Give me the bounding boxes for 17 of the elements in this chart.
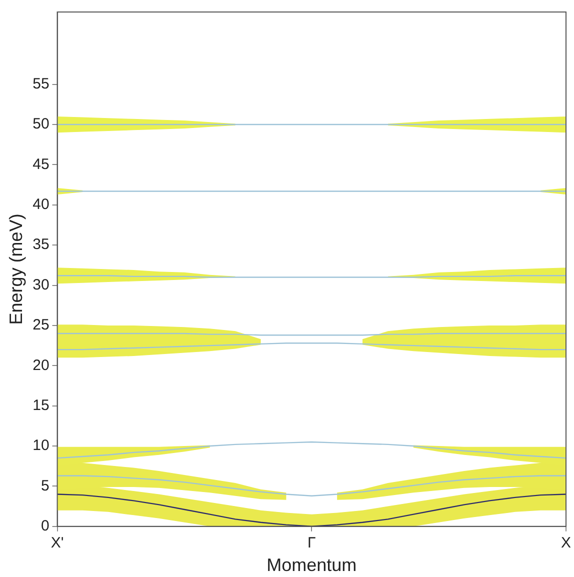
y-tick-label: 50 [32,116,50,133]
x-tick-label: Γ [308,534,316,552]
y-tick-label: 10 [32,437,50,454]
y-tick-label: 15 [32,396,50,414]
y-tick-label: 0 [40,518,50,535]
y-axis-title: Energy (meV) [6,214,26,325]
y-tick-label: 40 [32,196,50,214]
y-tick-label: 35 [32,236,50,254]
x-tick-label: X [560,534,572,552]
y-tick-label: 45 [32,156,50,173]
y-tick-label: 5 [40,477,50,494]
x-tick-label: X' [50,534,64,552]
y-tick-label: 30 [32,276,50,294]
y-tick-label: 55 [32,75,50,92]
x-axis-title: Momentum [266,555,357,576]
y-tick-label: 20 [32,356,50,374]
y-tick-label: 25 [32,316,50,334]
